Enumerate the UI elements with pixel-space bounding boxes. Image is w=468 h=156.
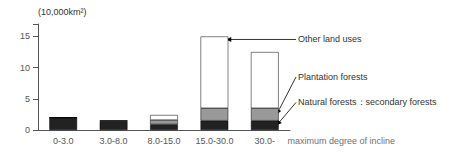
svg-text:maximum degree of incline: maximum degree of incline (287, 136, 395, 146)
svg-text:0: 0 (25, 125, 30, 135)
svg-text:0-3.0: 0-3.0 (53, 136, 74, 146)
svg-text:(10,000km²): (10,000km²) (38, 7, 87, 17)
svg-text:30.0-: 30.0- (255, 136, 276, 146)
svg-text:15.0-30.0: 15.0-30.0 (195, 136, 233, 146)
svg-text:5: 5 (25, 94, 30, 104)
svg-text:8.0-15.0: 8.0-15.0 (147, 136, 180, 146)
svg-text:15: 15 (20, 31, 30, 41)
svg-text:10: 10 (20, 63, 30, 73)
svg-text:Natural forests：secondary fore: Natural forests：secondary forests (298, 97, 437, 107)
svg-text:3.0-8.0: 3.0-8.0 (100, 136, 128, 146)
svg-text:Plantation forests: Plantation forests (298, 72, 368, 82)
svg-text:Other land uses: Other land uses (298, 34, 362, 44)
